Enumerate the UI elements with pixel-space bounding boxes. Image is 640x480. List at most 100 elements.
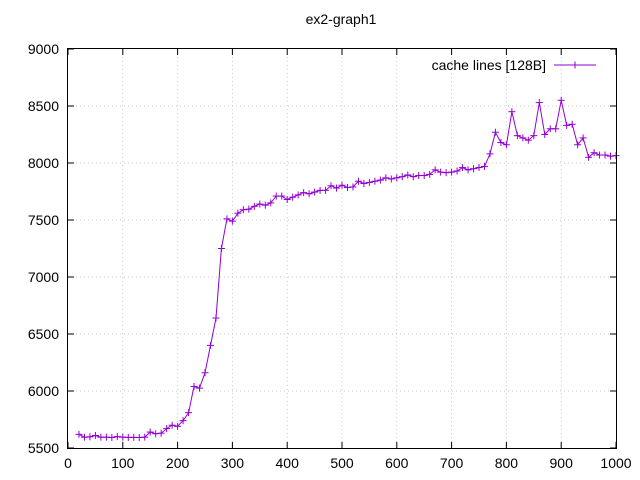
data-point xyxy=(278,192,286,200)
legend: cache lines [128B] xyxy=(432,57,596,73)
data-point xyxy=(283,195,291,203)
data-point xyxy=(360,180,368,188)
data-point xyxy=(513,132,521,140)
data-point xyxy=(376,176,384,184)
data-point xyxy=(459,164,467,172)
data-point xyxy=(168,421,176,429)
x-tick-label: 900 xyxy=(550,455,574,471)
data-point xyxy=(470,165,478,173)
data-point xyxy=(113,433,121,441)
x-tick-label: 700 xyxy=(440,455,464,471)
data-point xyxy=(590,149,598,157)
data-point xyxy=(212,314,220,322)
data-point xyxy=(250,202,258,210)
data-point xyxy=(557,96,565,104)
x-tick-label: 500 xyxy=(330,455,354,471)
data-point xyxy=(239,206,247,214)
series-line xyxy=(78,100,617,439)
data-point xyxy=(552,125,560,133)
data-point xyxy=(174,422,182,430)
y-tick-label: 7500 xyxy=(28,212,59,228)
data-point xyxy=(409,173,417,181)
data-point xyxy=(579,134,587,142)
data-point xyxy=(508,108,516,116)
data-point xyxy=(371,177,379,185)
data-point xyxy=(354,177,362,185)
data-point xyxy=(206,341,214,349)
data-point xyxy=(157,429,165,437)
data-point xyxy=(322,186,330,194)
chart-title: ex2-graph1 xyxy=(306,11,377,27)
y-tick-label: 6000 xyxy=(28,383,59,399)
data-point xyxy=(91,431,99,439)
data-point xyxy=(497,138,505,146)
data-point xyxy=(141,433,149,441)
data-point xyxy=(426,170,434,178)
data-point xyxy=(163,425,171,433)
data-point xyxy=(294,191,302,199)
data-point xyxy=(530,132,538,140)
data-point xyxy=(179,417,187,425)
data-point xyxy=(338,181,346,189)
data-point xyxy=(365,178,373,186)
axis-ticks: 5500 6000 6500 7000 7500 8000 8500 9000 0 100 200 3… xyxy=(28,41,632,471)
data-point xyxy=(289,193,297,201)
data-point xyxy=(585,153,593,161)
plot-frame xyxy=(67,48,617,449)
data-point xyxy=(185,409,193,417)
data-point xyxy=(607,152,615,160)
data-point xyxy=(475,164,483,172)
data-point xyxy=(349,183,357,191)
data-point xyxy=(217,245,225,252)
data-point xyxy=(464,166,472,174)
data-point xyxy=(228,217,236,225)
data-point xyxy=(535,99,543,107)
data-point xyxy=(267,199,275,207)
data-point xyxy=(453,167,461,175)
data-point xyxy=(327,182,335,190)
data-point xyxy=(387,175,395,183)
data-point xyxy=(404,171,412,179)
y-tick-label: 8000 xyxy=(28,155,59,171)
data-point xyxy=(491,128,499,136)
data-point xyxy=(541,131,549,138)
data-point xyxy=(108,434,116,442)
data-point xyxy=(333,184,341,192)
x-tick-label: 600 xyxy=(385,455,409,471)
data-point xyxy=(398,173,406,181)
data-point xyxy=(343,184,351,192)
data-point xyxy=(563,121,571,129)
data-point xyxy=(75,430,83,438)
data-point xyxy=(601,151,609,159)
x-tick-label: 400 xyxy=(276,455,300,471)
data-point xyxy=(524,136,532,144)
y-tick-label: 8500 xyxy=(28,98,59,114)
data-point xyxy=(437,168,445,176)
legend-sample xyxy=(554,61,596,69)
x-tick-label: 800 xyxy=(495,455,519,471)
data-point xyxy=(311,188,319,196)
data-point xyxy=(223,215,231,223)
data-point xyxy=(431,166,439,174)
x-tick-label: 1000 xyxy=(600,455,631,471)
data-point xyxy=(486,150,494,158)
y-tick-label: 9000 xyxy=(28,41,59,57)
x-tick-label: 100 xyxy=(111,455,135,471)
data-point xyxy=(190,382,198,390)
y-tick-label: 7000 xyxy=(28,269,59,285)
grid xyxy=(68,49,616,448)
data-point xyxy=(196,384,204,392)
data-point xyxy=(201,369,209,377)
x-tick-label: 200 xyxy=(166,455,190,471)
y-tick-label: 6500 xyxy=(28,326,59,342)
data-point xyxy=(393,174,401,182)
data-point xyxy=(261,201,269,209)
data-point xyxy=(448,168,456,176)
data-point xyxy=(86,433,94,441)
data-point xyxy=(146,428,154,436)
series-layer xyxy=(75,96,620,442)
data-point xyxy=(256,200,264,208)
data-point xyxy=(300,189,308,197)
data-point xyxy=(305,190,313,198)
